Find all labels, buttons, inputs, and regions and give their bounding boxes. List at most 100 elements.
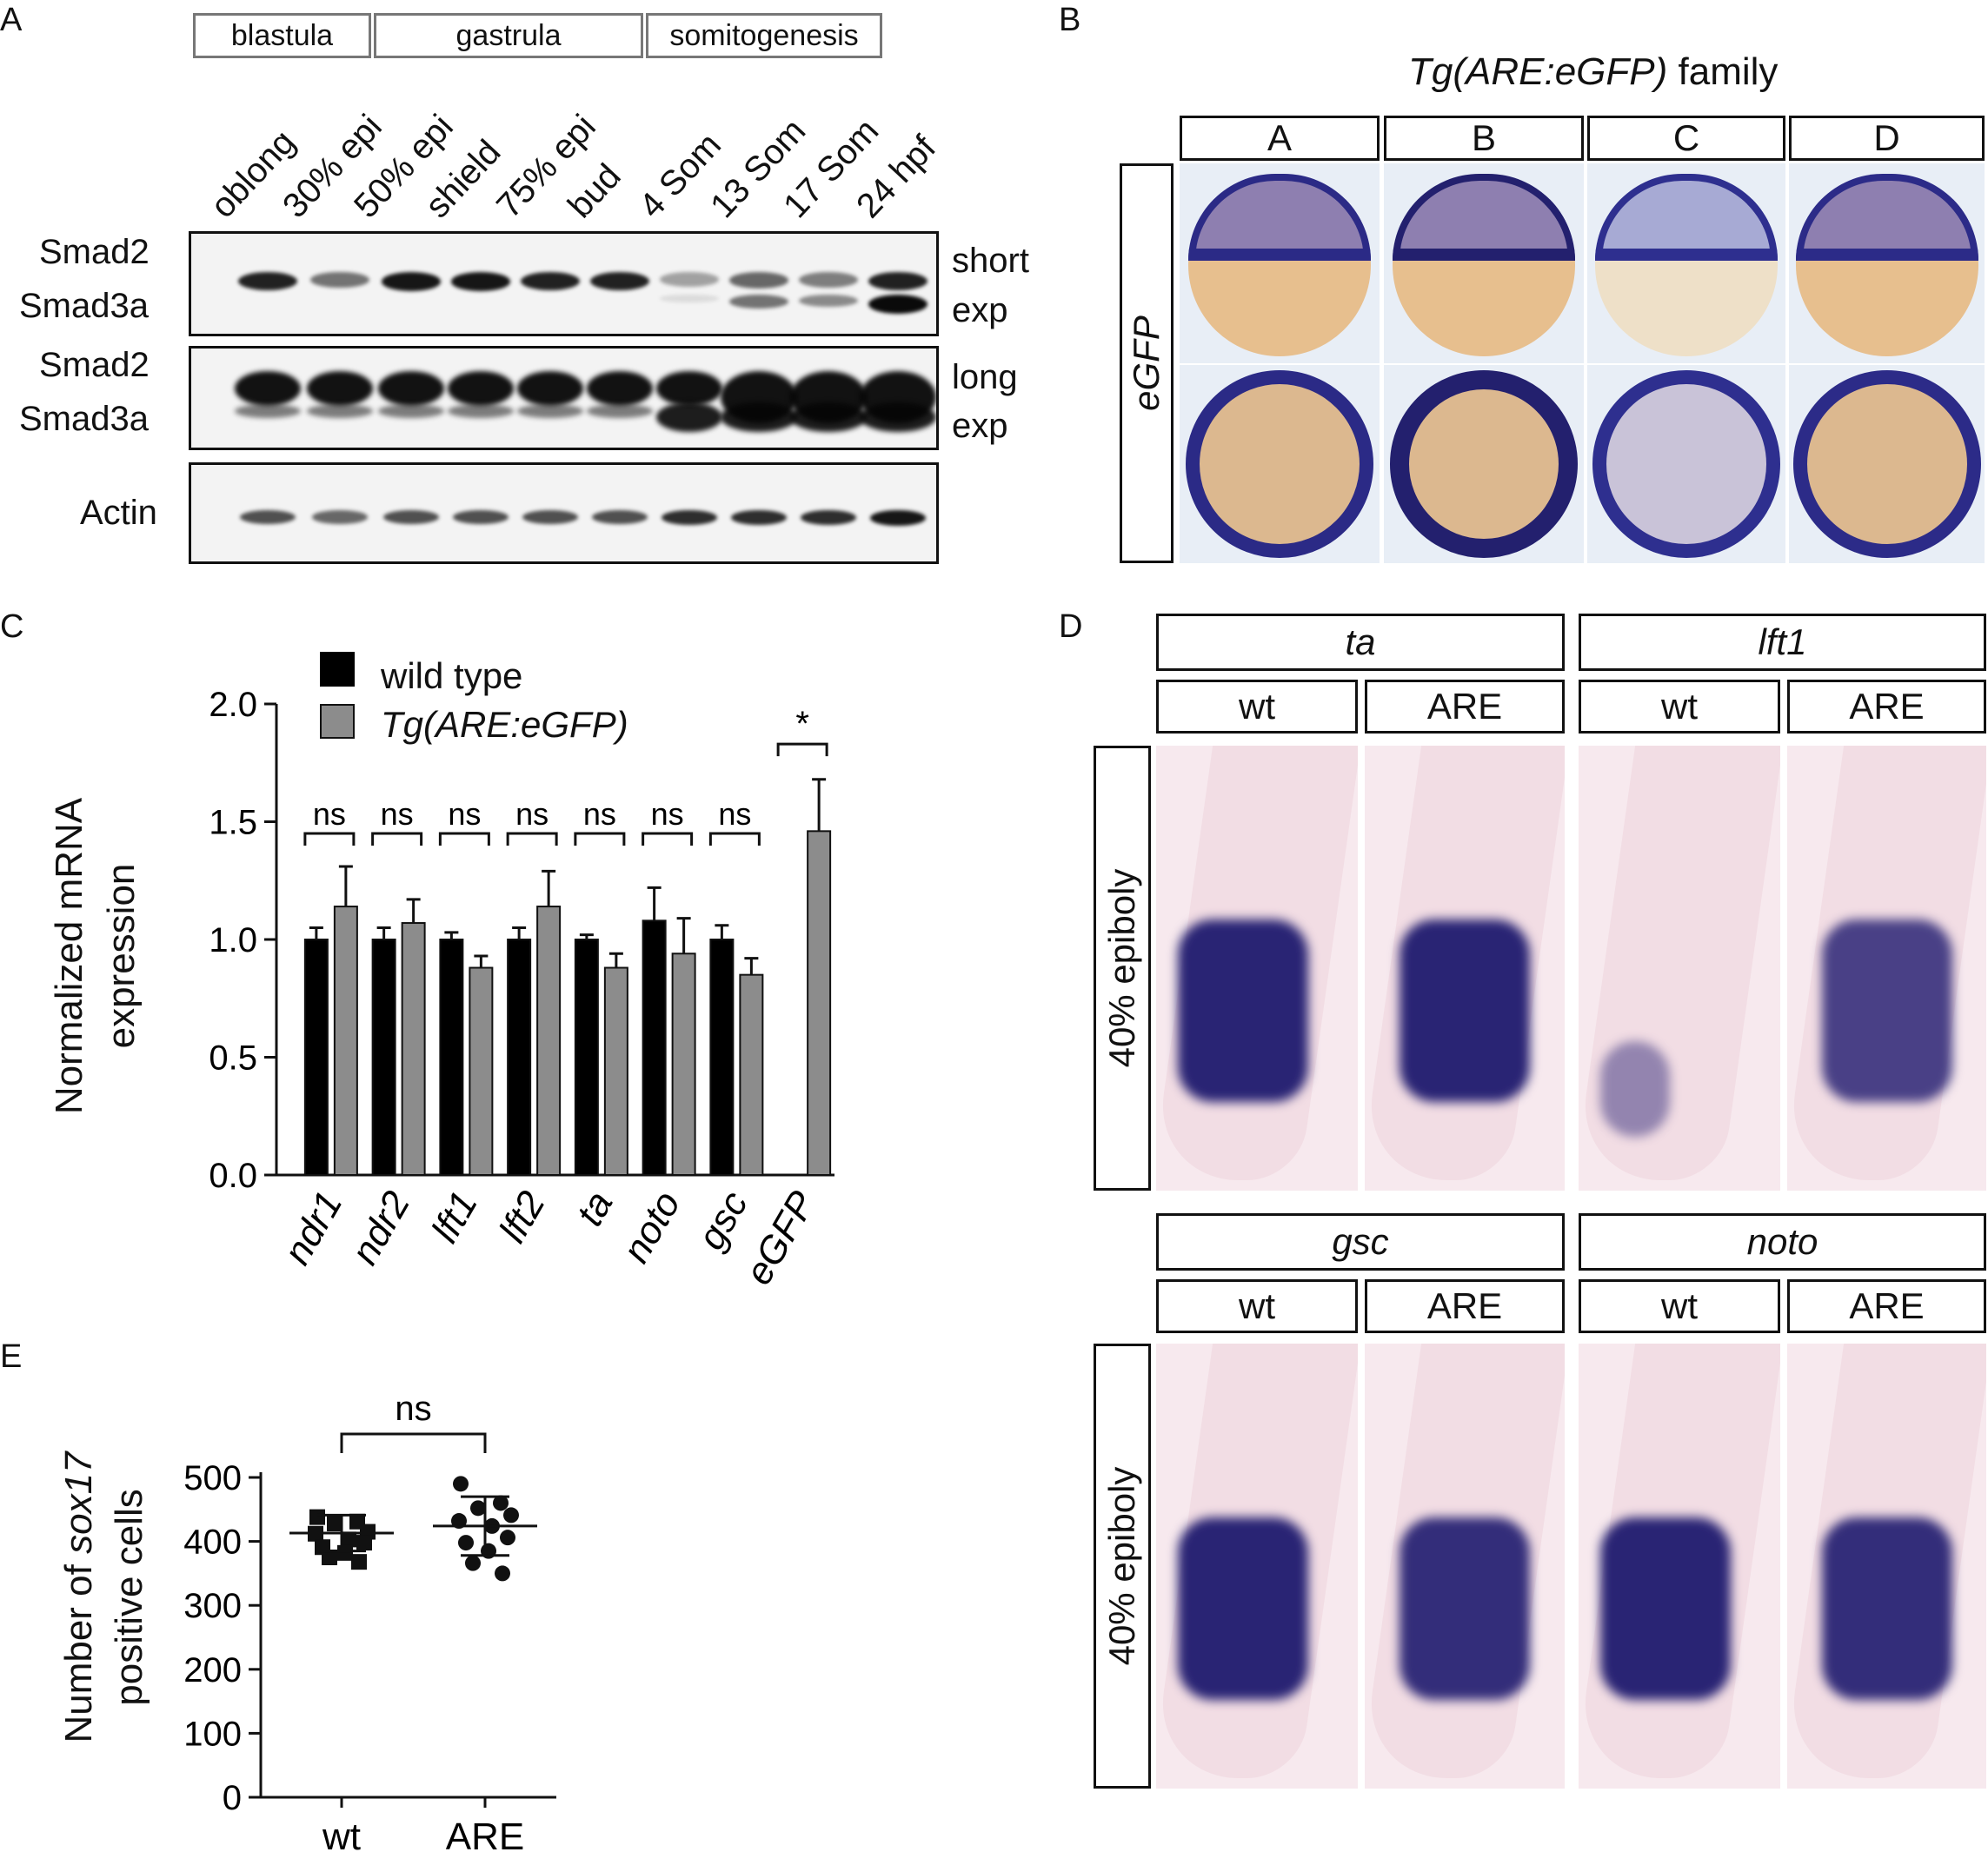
condition-label: ARE [1849, 686, 1925, 727]
condition-label: wt [1661, 686, 1698, 727]
y-tick-label: 500 [183, 1459, 242, 1497]
panel-label-a: A [0, 2, 23, 38]
expression-domain [1178, 1517, 1308, 1700]
family-c-header: C [1587, 116, 1785, 161]
x-tick-label: ndr2 [343, 1185, 418, 1272]
smad2-band [451, 272, 510, 291]
bar [371, 939, 396, 1176]
short-exp-label-2: exp [952, 291, 1008, 329]
condition-header-wt: wt [1579, 680, 1780, 734]
significance-label: ns [515, 796, 549, 832]
egfp-row-label-box: eGFP [1120, 163, 1174, 563]
x-tick-label: noto [615, 1185, 688, 1271]
epiboly-row-label-2: 40% epiboly [1101, 1466, 1142, 1666]
section-image [1787, 746, 1986, 1191]
significance-bracket [642, 832, 694, 846]
gene-header-ta: ta [1156, 614, 1565, 671]
data-point [495, 1565, 510, 1582]
embryo-animal-pole-image [1789, 365, 1985, 563]
lane-label: 4 Som [632, 125, 729, 226]
smad3a-label-long: Smad3a [19, 400, 149, 438]
bar [709, 939, 735, 1176]
condition-header-are: ARE [1365, 680, 1565, 734]
condition-header-are: ARE [1787, 1279, 1986, 1333]
gene-label: noto [1746, 1221, 1818, 1262]
chart-e: 0 100 200 300 400 500 wt ARE ns [183, 1390, 556, 1858]
epiboly-row-label-box: 40% epiboly [1094, 746, 1151, 1191]
y-tick-label: 300 [183, 1587, 242, 1625]
embryo-ring [1592, 370, 1780, 558]
bar [642, 919, 667, 1176]
legend-swatch-tg [320, 704, 355, 739]
smad2-band [310, 272, 369, 289]
data-point [503, 1507, 519, 1523]
bar [507, 939, 532, 1176]
smad3a-band-long [517, 404, 583, 418]
x-tick-label: lft2 [491, 1185, 554, 1250]
embryo-blastoderm [1393, 174, 1575, 261]
panel-b-title-transgene: Tg(ARE:eGFP) [1408, 50, 1668, 93]
condition-label: wt [1661, 1285, 1698, 1326]
significance-bracket [303, 832, 356, 846]
y-tick-label: 1.0 [209, 921, 257, 959]
panel-label-b: B [1059, 2, 1081, 38]
embryo-ring [1186, 370, 1373, 558]
actin-label: Actin [80, 494, 157, 532]
data-point [309, 1509, 325, 1525]
gene-header-noto: noto [1579, 1213, 1986, 1271]
condition-header-wt: wt [1156, 680, 1358, 734]
significance-label: ns [381, 796, 414, 832]
family-d-header: D [1789, 116, 1985, 161]
family-label: B [1471, 117, 1496, 158]
smad2-band [660, 272, 719, 287]
legend-label-tg: Tg(ARE:eGFP) [381, 704, 628, 745]
embryo-animal-pole-image [1180, 365, 1380, 563]
smad3a-band-long [790, 402, 867, 432]
stage-blastula: blastula [193, 13, 371, 58]
section-image [1365, 746, 1565, 1191]
gene-label: lft1 [1758, 621, 1807, 662]
smad2-band-long [656, 371, 722, 406]
bar [603, 966, 628, 1176]
x-tick-label: gsc [689, 1185, 756, 1258]
smad2-label: Smad2 [39, 233, 150, 271]
x-tick-label: wt [322, 1816, 361, 1858]
bar [739, 973, 764, 1176]
chart-c-ylabel: Normalized mRNA expression [43, 747, 148, 1165]
significance-label: ns [718, 796, 751, 832]
embryo-blastoderm [1795, 174, 1978, 261]
expression-domain [1600, 1041, 1670, 1137]
condition-label: wt [1239, 1285, 1275, 1326]
smad2-band [382, 272, 441, 291]
condition-label: ARE [1849, 1285, 1925, 1326]
long-exp-label-1: long [952, 358, 1018, 396]
section-image [1787, 1344, 1986, 1789]
data-point [356, 1535, 372, 1551]
embryo-lateral-image [1789, 163, 1985, 363]
stage-gastrula: gastrula [374, 13, 643, 58]
smad3a-band-long [307, 404, 373, 418]
section-image [1579, 1344, 1780, 1789]
data-point [500, 1530, 515, 1546]
family-label: C [1672, 117, 1700, 158]
condition-label: wt [1239, 686, 1275, 727]
smad2-band [521, 272, 580, 291]
y-tick-label: 0.0 [209, 1157, 257, 1195]
x-tick-label: ndr1 [276, 1185, 350, 1272]
stage-label: somitogenesis [669, 18, 859, 52]
gene-header-gsc: gsc [1156, 1213, 1565, 1271]
expression-domain [1178, 919, 1308, 1102]
x-tick-label: lft1 [423, 1185, 486, 1250]
smad2-band [590, 272, 649, 291]
family-b-header: B [1384, 116, 1584, 161]
section-image [1579, 746, 1780, 1191]
smad3a-label: Smad3a [19, 287, 149, 325]
bar [333, 906, 358, 1176]
y-tick-label: 200 [183, 1651, 242, 1689]
legend-label-wild-type: wild type [381, 655, 523, 696]
actin-band [801, 510, 856, 526]
smad3a-band [868, 295, 928, 314]
panel-b-title-suffix: family [1667, 50, 1779, 93]
section-image [1156, 746, 1358, 1191]
condition-header-are: ARE [1787, 680, 1986, 734]
